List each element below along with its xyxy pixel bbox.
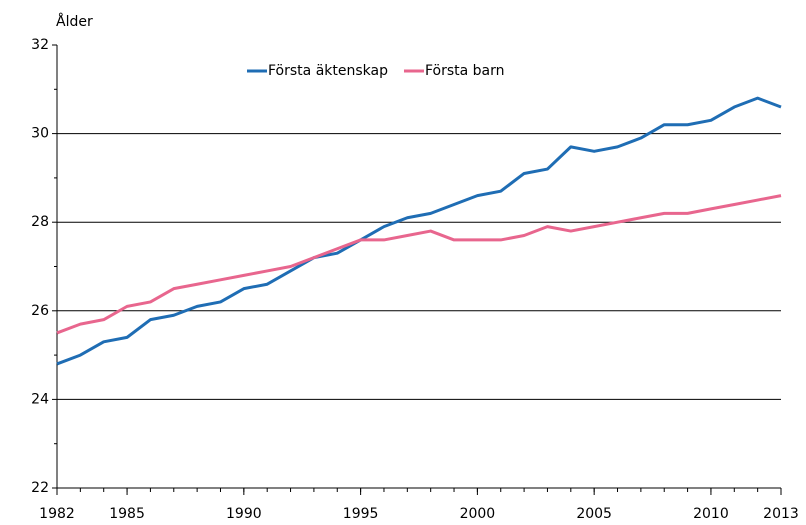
y-tick-label: 32 bbox=[31, 37, 49, 53]
line bbox=[56, 96, 782, 366]
line bbox=[56, 194, 782, 335]
y-axis-label: Ålder bbox=[56, 13, 93, 30]
x-tick-label: 2013 bbox=[763, 506, 799, 522]
x-tick-label: 2000 bbox=[460, 506, 496, 522]
x-tick-label: 1990 bbox=[226, 506, 262, 522]
legend-label: Första barn bbox=[425, 63, 505, 79]
y-tick-label: 22 bbox=[31, 480, 49, 496]
x-tick-label: 2010 bbox=[693, 506, 729, 522]
x-tick-label: 1985 bbox=[109, 506, 145, 522]
legend-label: Första äktenskap bbox=[268, 63, 388, 79]
x-tick-label: 1995 bbox=[343, 506, 379, 522]
y-tick-label: 26 bbox=[31, 303, 49, 319]
y-tick-label: 28 bbox=[31, 214, 49, 230]
x-tick-label: 1982 bbox=[39, 506, 75, 522]
y-tick-label: 24 bbox=[31, 391, 49, 407]
y-tick-label: 30 bbox=[31, 126, 49, 142]
x-tick-label: 2005 bbox=[576, 506, 612, 522]
